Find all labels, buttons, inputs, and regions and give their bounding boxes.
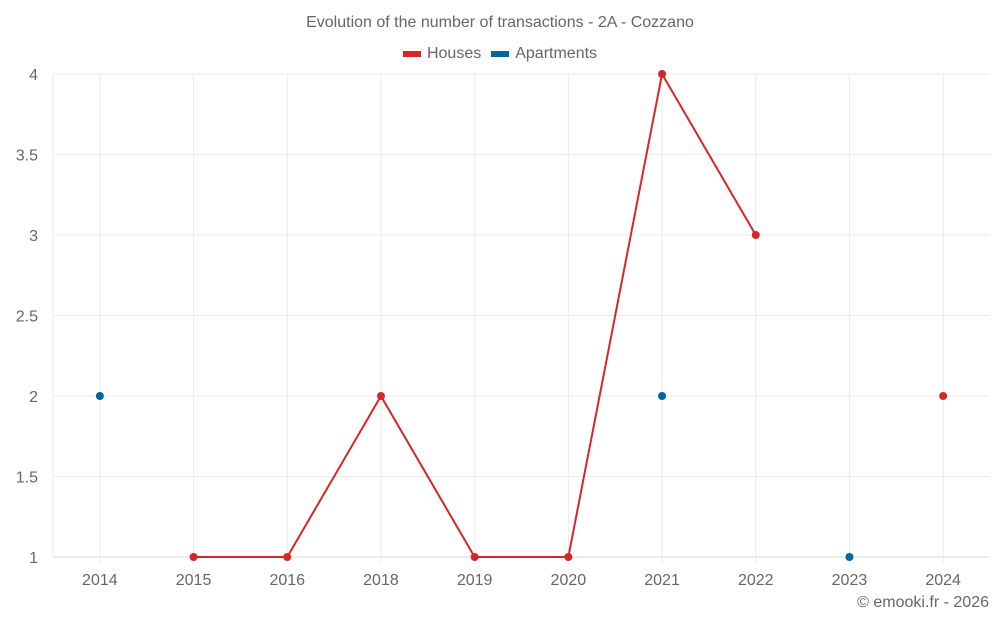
x-tick-label: 2018: [363, 572, 399, 589]
legend-item-houses[interactable]: Houses: [402, 45, 482, 63]
data-point-houses[interactable]: [376, 392, 385, 400]
y-tick-label: 4: [29, 67, 38, 84]
data-point-apartments[interactable]: [658, 392, 667, 400]
credit-text: © emooki.fr - 2026: [857, 594, 989, 611]
data-point-houses[interactable]: [189, 553, 198, 561]
chart-title: Evolution of the number of transactions …: [306, 14, 694, 31]
legend: Houses Apartments: [0, 45, 1000, 63]
data-point-houses[interactable]: [470, 553, 479, 561]
data-point-houses[interactable]: [564, 553, 573, 561]
x-tick-label: 2016: [269, 572, 305, 589]
houses-swatch-icon: [402, 51, 421, 57]
y-tick-label: 1.5: [16, 470, 38, 487]
data-point-apartments[interactable]: [95, 392, 104, 400]
y-tick-label: 2: [29, 389, 38, 406]
x-tick-label: 2021: [644, 572, 680, 589]
x-tick-label: 2022: [738, 572, 774, 589]
x-tick-label: 2023: [832, 572, 868, 589]
apartments-swatch-icon: [491, 51, 510, 57]
y-tick-label: 2.5: [16, 309, 38, 326]
data-point-houses[interactable]: [283, 553, 292, 561]
x-tick-label: 2020: [551, 572, 587, 589]
legend-label-houses: Houses: [426, 45, 482, 62]
data-point-houses[interactable]: [939, 392, 948, 400]
x-tick-label: 2015: [176, 572, 212, 589]
x-tick-label: 2019: [457, 572, 493, 589]
x-tick-label: 2024: [925, 572, 961, 589]
data-point-houses[interactable]: [658, 70, 667, 78]
x-tick-label: 2014: [82, 572, 118, 589]
legend-label-apartments: Apartments: [515, 45, 598, 62]
y-tick-label: 3: [29, 228, 38, 245]
y-tick-label: 3.5: [16, 148, 38, 165]
data-point-houses[interactable]: [751, 231, 760, 239]
legend-item-apartments[interactable]: Apartments: [491, 45, 597, 63]
y-tick-label: 1: [29, 550, 38, 567]
data-point-apartments[interactable]: [845, 553, 854, 561]
